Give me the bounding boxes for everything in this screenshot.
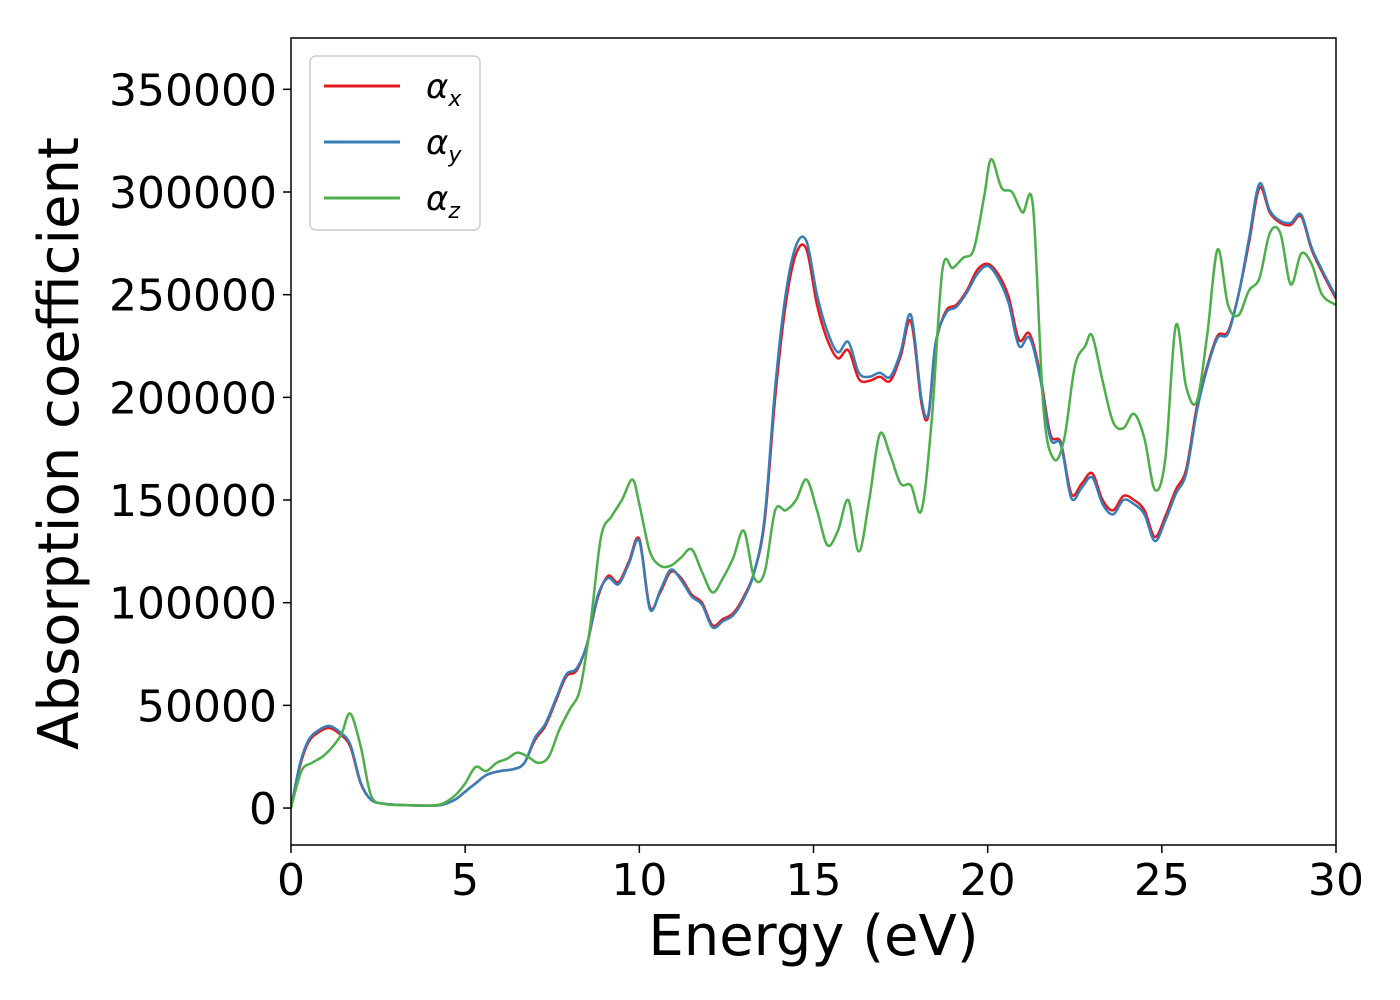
x-tick-label: 0 <box>277 855 305 906</box>
legend-label-z: αz <box>426 179 460 224</box>
y-tick-label: 350000 <box>109 65 277 116</box>
y-tick-label: 0 <box>249 784 277 835</box>
x-tick-label: 10 <box>611 855 667 906</box>
x-axis-ticks: 0 5 10 15 20 25 30 <box>277 845 1364 906</box>
series-line-z <box>291 157 1336 809</box>
legend-label-y: αy <box>426 123 462 168</box>
legend: αx αy αz <box>309 55 481 231</box>
x-tick-label: 25 <box>1134 855 1190 906</box>
legend-label-x: αx <box>426 67 462 112</box>
x-tick-label: 5 <box>451 855 479 906</box>
x-tick-label: 30 <box>1308 855 1364 906</box>
x-tick-label: 15 <box>786 855 842 906</box>
y-axis-ticks: 0 50000 100000 150000 200000 250000 300000 3500… <box>109 65 291 835</box>
y-tick-label: 150000 <box>109 476 277 527</box>
y-tick-label: 100000 <box>109 579 277 630</box>
y-tick-label: 50000 <box>137 681 277 732</box>
y-tick-label: 200000 <box>109 373 277 424</box>
y-axis-label: Absorption coefficient <box>27 137 92 750</box>
series-line-y <box>291 182 1336 809</box>
x-tick-label: 20 <box>960 855 1016 906</box>
x-axis-label: Energy (eV) <box>648 904 978 969</box>
series-lines <box>291 157 1336 809</box>
y-tick-label: 300000 <box>109 168 277 219</box>
y-tick-label: 250000 <box>109 271 277 322</box>
